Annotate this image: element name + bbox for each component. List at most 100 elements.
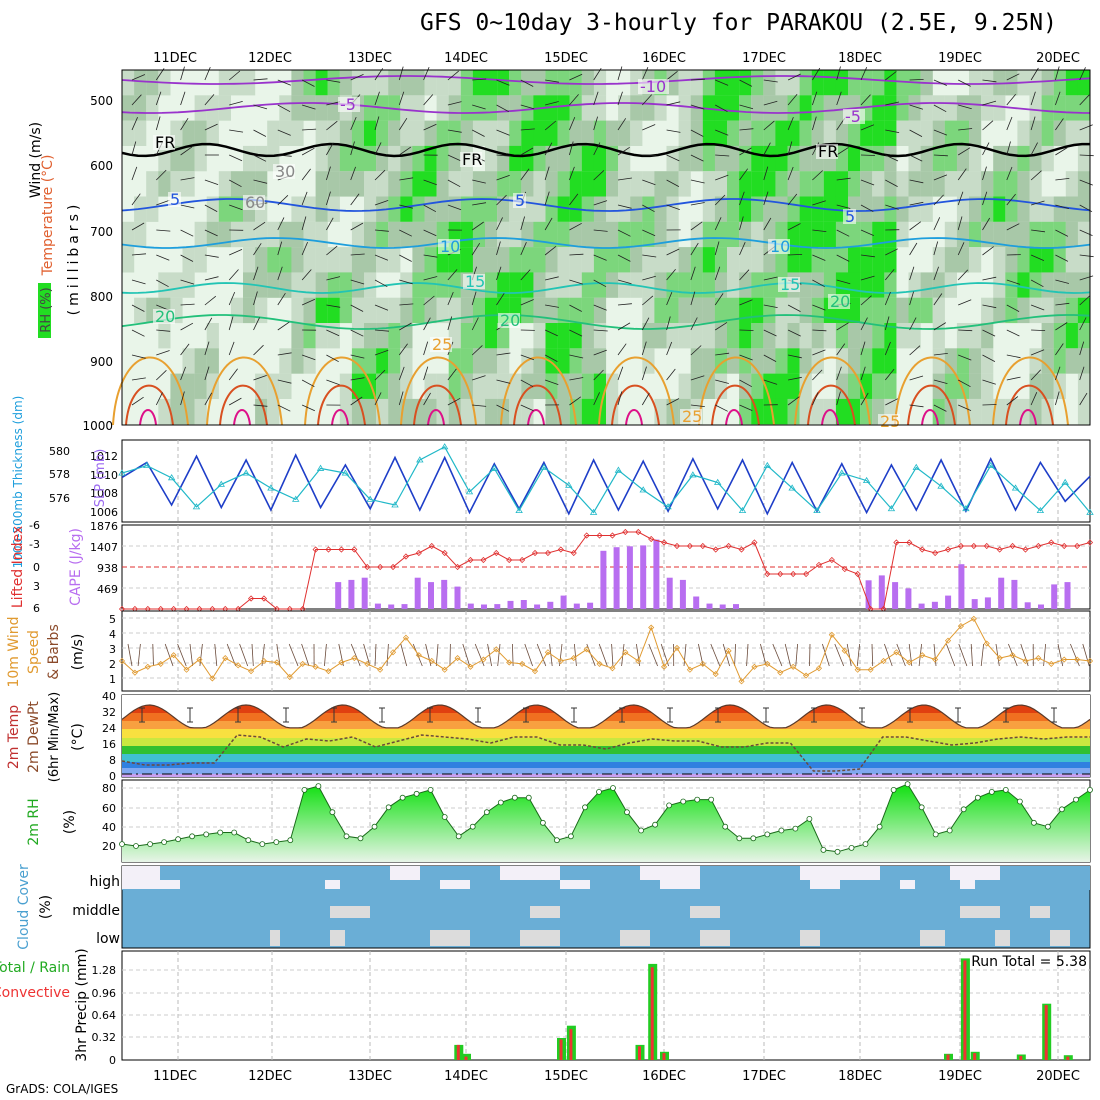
- wind-barb: [1079, 295, 1091, 306]
- temp-contour-30: [1005, 384, 1054, 426]
- rh-cell: [182, 145, 195, 172]
- wind-marker: [777, 669, 784, 676]
- rh-cell: [243, 145, 256, 172]
- wind-barb-10m: [933, 643, 937, 667]
- wind-barb: [1055, 118, 1064, 131]
- wind-barb: [884, 268, 895, 281]
- rh-cell: [339, 171, 352, 197]
- rh-cell: [255, 247, 268, 273]
- rh-cell: [1041, 272, 1054, 298]
- rh-cell: [351, 272, 365, 298]
- rh-cell: [279, 221, 292, 248]
- wind-barb: [666, 70, 678, 81]
- thickness-tick: 576: [49, 492, 70, 505]
- wind-marker: [377, 666, 384, 673]
- temp-tick: 0: [109, 770, 116, 783]
- rh-cell: [727, 272, 740, 298]
- wind-barb: [326, 166, 331, 181]
- cloud-high-label: high: [89, 874, 120, 890]
- rh-cell: [751, 120, 764, 146]
- wind-barb: [812, 369, 823, 381]
- rh-cell: [1041, 398, 1054, 425]
- rh-cell: [835, 145, 849, 172]
- wind-barb: [641, 341, 647, 356]
- wind-barb: [253, 404, 268, 407]
- wind-tick: 5: [109, 613, 116, 626]
- rh-cell: [908, 120, 921, 146]
- wind-barb: [423, 341, 429, 356]
- rh-cell: [872, 145, 885, 172]
- precip-convective-bar: [1019, 1055, 1023, 1060]
- wind-barb-10m: [189, 643, 193, 667]
- wind-barb: [520, 168, 530, 181]
- precip-convective-bar: [569, 1029, 573, 1060]
- rh-cell: [981, 398, 994, 425]
- rh-cell: [255, 171, 268, 197]
- rh-cell: [1005, 247, 1018, 273]
- rh-marker: [834, 848, 841, 855]
- cloud-high-row: [122, 866, 1090, 890]
- cape-bar: [374, 603, 381, 609]
- rh-cell: [690, 348, 703, 374]
- temp-contour-35: [527, 409, 545, 426]
- rh-cell: [787, 171, 800, 197]
- rh-cell: [727, 70, 740, 96]
- wind-barb: [277, 241, 283, 256]
- cape-bar: [467, 603, 474, 609]
- rh-cell: [315, 120, 328, 146]
- wind-marker: [402, 634, 410, 641]
- wind-barb: [423, 204, 437, 213]
- li-marker: [557, 546, 564, 553]
- wind-barb: [131, 193, 141, 206]
- li-marker: [815, 561, 823, 568]
- cloud-low-block: [700, 930, 730, 946]
- rh-marker: [694, 796, 701, 803]
- li-marker: [454, 563, 461, 571]
- wind-barb: [398, 66, 404, 81]
- rh-cell: [557, 323, 570, 349]
- contour-label: FR: [155, 133, 175, 152]
- rh-marker: [890, 787, 897, 793]
- rh-cell: [823, 171, 836, 197]
- wind-barb: [690, 129, 704, 137]
- rh-cell: [291, 272, 304, 298]
- rh-cell: [969, 70, 982, 96]
- rh-marker: [497, 799, 504, 806]
- cape-bar: [706, 603, 713, 609]
- wind-barb: [301, 104, 316, 110]
- rh-cell: [884, 120, 897, 146]
- wind-barb-10m: [795, 643, 798, 667]
- rh-cell: [593, 120, 607, 146]
- wind-barb: [496, 129, 510, 136]
- rh-cell: [981, 297, 994, 324]
- wind-speed-label: Speed: [26, 630, 42, 674]
- rh-cell: [714, 145, 728, 172]
- wind-barb-10m: [177, 643, 187, 667]
- rh-cell: [1065, 70, 1078, 96]
- rh-cell: [533, 145, 546, 172]
- li-marker: [893, 539, 900, 546]
- rh-cell: [642, 95, 655, 121]
- cape-bar: [587, 602, 594, 609]
- rh-cell: [751, 297, 764, 324]
- wind-barb: [1055, 366, 1061, 381]
- slp-marker: [416, 456, 424, 463]
- li-marker: [570, 549, 577, 557]
- rh-cell: [497, 323, 510, 349]
- temp-contour-25: [698, 356, 775, 426]
- wind-barb: [1030, 349, 1045, 356]
- wind-barb: [399, 322, 412, 331]
- temp-tick: 8: [109, 754, 116, 767]
- wind-barb: [447, 129, 462, 133]
- wind-barb: [423, 66, 430, 81]
- rh-cell: [654, 323, 667, 349]
- slp-marker: [316, 464, 325, 471]
- wind-barb: [666, 269, 676, 281]
- rh-marker: [357, 835, 364, 842]
- rh-cell: [122, 247, 135, 273]
- wind-barb: [180, 204, 195, 209]
- rh-cell: [932, 171, 945, 197]
- wind-barb-10m: [995, 643, 1000, 667]
- rh-cell: [315, 323, 328, 349]
- rh-cell: [799, 373, 812, 399]
